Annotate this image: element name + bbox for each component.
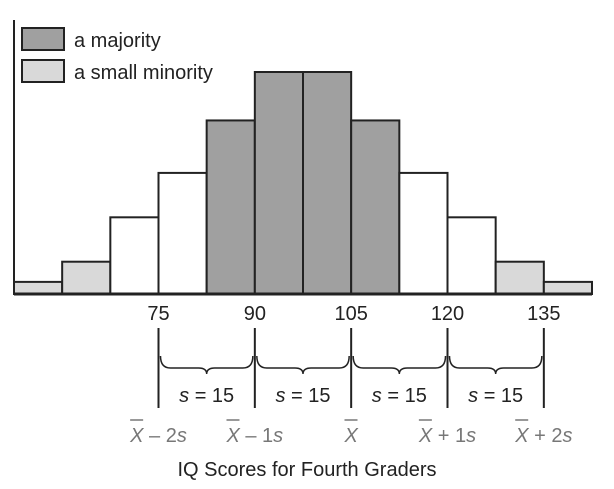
sd-brace: [159, 355, 254, 375]
sd-value-label: s = 15: [179, 385, 234, 407]
histogram-bar: [13, 280, 64, 295]
mean-sd-label: X + 1s: [418, 425, 476, 447]
x-tick-label: 135: [527, 303, 560, 325]
sd-value-label: s = 15: [468, 385, 523, 407]
legend-label: a small minority: [74, 62, 213, 84]
mean-sd-label: X: [343, 425, 358, 447]
x-tick-label: 90: [244, 303, 266, 325]
x-tick-label: 120: [431, 303, 464, 325]
x-ticks: 75 90 105 120 135: [147, 303, 560, 325]
histogram-bars: [13, 71, 593, 296]
legend-label: a majority: [74, 30, 161, 52]
legend: a majority a small minority: [21, 27, 213, 84]
sd-brace: [256, 355, 350, 375]
x-tick-label: 105: [334, 303, 367, 325]
mean-sd-label: X – 2s: [129, 425, 187, 447]
histogram-bar: [494, 260, 545, 295]
legend-swatch: [21, 27, 65, 51]
histogram-bar: [350, 119, 401, 295]
sd-value-label: s = 15: [275, 385, 330, 407]
sd-brace: [448, 355, 543, 375]
histogram-bar: [61, 260, 112, 295]
mean-sd-label: X + 2s: [514, 425, 572, 447]
histogram-bar: [542, 280, 593, 295]
histogram-bar: [302, 71, 353, 295]
histogram-bar: [205, 119, 256, 295]
legend-swatch: [21, 59, 65, 83]
sd-brace: [352, 355, 447, 375]
histogram-bar: [398, 171, 449, 295]
mean-sd-label: X – 1s: [225, 425, 283, 447]
histogram-bar: [253, 71, 304, 295]
histogram-bar: [446, 216, 497, 296]
sd-annotation: s = 15 s = 15 s = 15 s = 15 X – 2s X – 1s X X +…: [129, 328, 572, 447]
histogram-bar: [157, 171, 208, 295]
x-axis-title: IQ Scores for Fourth Graders: [178, 459, 437, 481]
x-tick-label: 75: [147, 303, 169, 325]
histogram-bar: [109, 216, 160, 296]
sd-value-label: s = 15: [372, 385, 427, 407]
